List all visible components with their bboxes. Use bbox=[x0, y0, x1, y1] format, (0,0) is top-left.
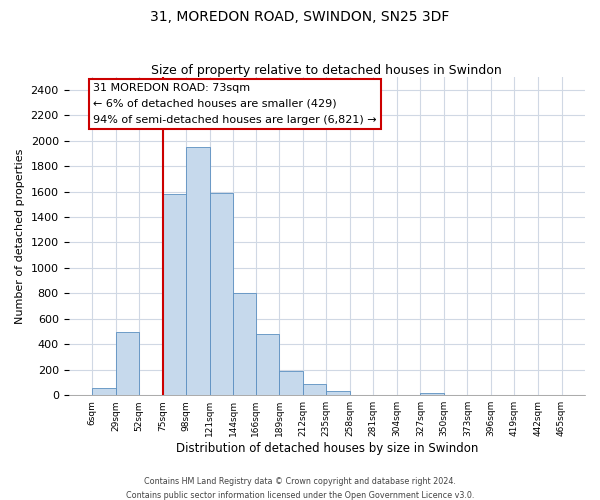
Bar bbox=[279, 371, 303, 395]
Bar bbox=[92, 388, 116, 395]
Text: Contains HM Land Registry data © Crown copyright and database right 2024.
Contai: Contains HM Land Registry data © Crown c… bbox=[126, 478, 474, 500]
Text: 31 MOREDON ROAD: 73sqm
← 6% of detached houses are smaller (429)
94% of semi-det: 31 MOREDON ROAD: 73sqm ← 6% of detached … bbox=[93, 84, 377, 124]
Bar bbox=[233, 294, 256, 395]
Bar bbox=[209, 193, 233, 395]
Bar bbox=[303, 384, 326, 395]
Text: 31, MOREDON ROAD, SWINDON, SN25 3DF: 31, MOREDON ROAD, SWINDON, SN25 3DF bbox=[151, 10, 449, 24]
Bar bbox=[256, 334, 279, 395]
Y-axis label: Number of detached properties: Number of detached properties bbox=[15, 148, 25, 324]
Bar bbox=[116, 332, 139, 395]
Bar bbox=[186, 147, 209, 395]
Title: Size of property relative to detached houses in Swindon: Size of property relative to detached ho… bbox=[151, 64, 502, 77]
X-axis label: Distribution of detached houses by size in Swindon: Distribution of detached houses by size … bbox=[176, 442, 478, 455]
Bar bbox=[421, 392, 444, 395]
Bar bbox=[326, 392, 350, 395]
Bar bbox=[163, 194, 186, 395]
